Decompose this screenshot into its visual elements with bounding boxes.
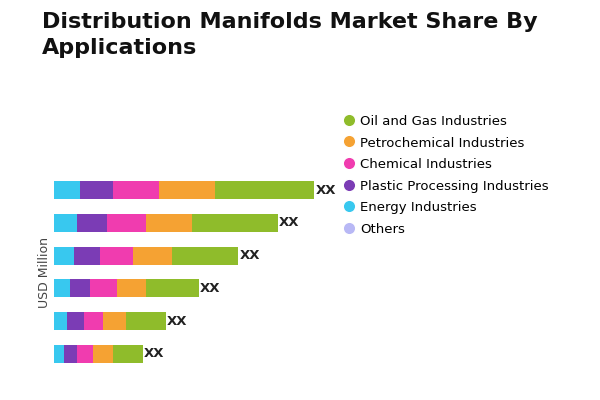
Text: Distribution Manifolds Market Share By
Applications: Distribution Manifolds Market Share By A… — [42, 12, 538, 58]
Bar — [146, 279, 199, 297]
Bar — [172, 247, 238, 265]
Bar — [54, 247, 74, 265]
Text: XX: XX — [167, 315, 188, 328]
Y-axis label: USD Million: USD Million — [38, 236, 51, 308]
Bar — [77, 214, 107, 232]
Bar — [160, 181, 215, 199]
Bar — [54, 345, 64, 363]
Bar — [133, 247, 172, 265]
Text: XX: XX — [144, 348, 164, 360]
Legend: Oil and Gas Industries, Petrochemical Industries, Chemical Industries, Plastic P: Oil and Gas Industries, Petrochemical In… — [346, 114, 549, 236]
Bar — [83, 312, 103, 330]
Bar — [116, 279, 146, 297]
Bar — [70, 279, 90, 297]
Bar — [90, 279, 116, 297]
Bar — [100, 247, 133, 265]
Bar — [127, 312, 166, 330]
Bar — [77, 345, 94, 363]
Text: XX: XX — [239, 249, 260, 262]
Bar — [94, 345, 113, 363]
Bar — [54, 279, 70, 297]
Bar — [215, 181, 314, 199]
Bar — [103, 312, 127, 330]
Bar — [107, 214, 146, 232]
Bar — [54, 214, 77, 232]
Text: XX: XX — [316, 184, 336, 196]
Bar — [113, 345, 143, 363]
Text: XX: XX — [279, 216, 299, 229]
Bar — [74, 247, 100, 265]
Bar — [146, 214, 192, 232]
Bar — [80, 181, 113, 199]
Bar — [64, 345, 77, 363]
Text: XX: XX — [200, 282, 221, 295]
Bar — [113, 181, 160, 199]
Bar — [192, 214, 278, 232]
Bar — [54, 181, 80, 199]
Bar — [54, 312, 67, 330]
Bar — [67, 312, 83, 330]
